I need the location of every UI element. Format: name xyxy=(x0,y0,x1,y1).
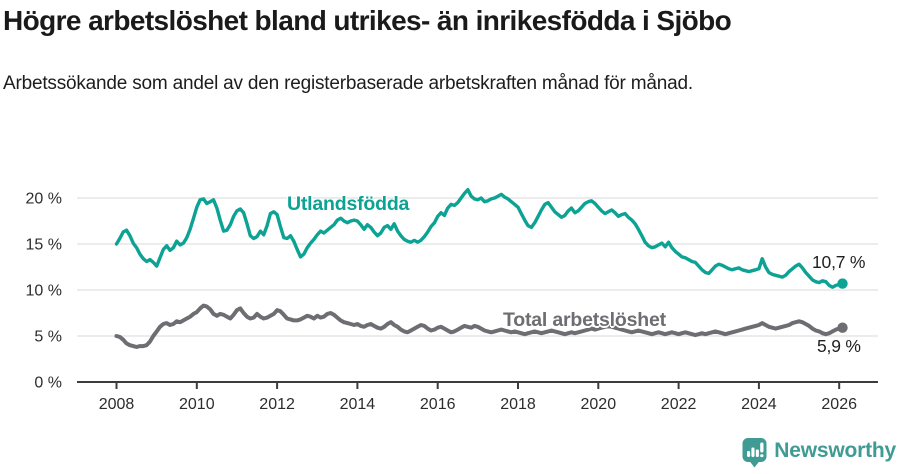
x-axis-tick-label: 2018 xyxy=(500,396,536,413)
series-label-total-arbetsloshet: Total arbetslöshet xyxy=(503,309,666,331)
end-value-label-total-arbetsloshet: 5,9 % xyxy=(817,336,861,356)
x-axis-tick-label: 2010 xyxy=(179,396,215,413)
brand-name: Newsworthy xyxy=(774,439,896,462)
x-axis-tick-label: 2012 xyxy=(259,396,295,413)
x-axis-tick-label: 2020 xyxy=(581,396,617,413)
page-title: Högre arbetslöshet bland utrikes- än inr… xyxy=(3,5,732,36)
x-axis-tick-label: 2022 xyxy=(661,396,697,413)
newsworthy-logo: Newsworthy xyxy=(742,437,896,468)
y-axis-tick-label: 5 % xyxy=(34,329,62,346)
x-axis-tick-label: 2008 xyxy=(99,396,135,413)
series-end-dot-1 xyxy=(837,322,848,333)
page-subtitle: Arbetssökande som andel av den registerb… xyxy=(3,73,693,94)
x-axis-tick-label: 2024 xyxy=(741,396,777,413)
y-axis-tick-label: 20 % xyxy=(26,191,62,208)
bar-chart-speech-bubble-icon xyxy=(742,438,767,468)
series-end-dot-0 xyxy=(837,278,848,289)
y-axis-tick-label: 10 % xyxy=(26,283,62,300)
series-label-utlandsfodda: Utlandsfödda xyxy=(287,193,410,215)
series-line-1 xyxy=(114,303,845,349)
series-line-0 xyxy=(114,187,845,289)
y-axis-tick-label: 0 % xyxy=(34,375,62,392)
x-axis-tick-label: 2026 xyxy=(821,396,857,413)
end-value-label-utlandsfodda: 10,7 % xyxy=(812,252,866,272)
y-axis-tick-label: 15 % xyxy=(26,237,62,254)
x-axis-tick-label: 2014 xyxy=(340,396,376,413)
x-axis-tick-label: 2016 xyxy=(420,396,456,413)
